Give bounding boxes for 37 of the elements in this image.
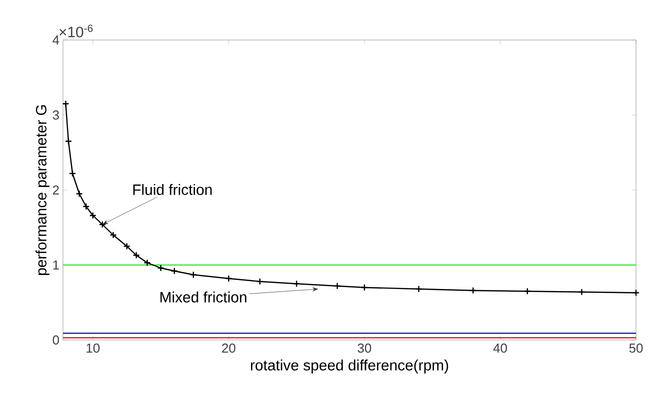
- point: [157, 264, 164, 272]
- point: [292, 280, 300, 288]
- y-tick-label: 0: [52, 335, 59, 345]
- point: [76, 190, 83, 198]
- y-axis-title: performance parameter G: [36, 105, 50, 275]
- point: [89, 212, 96, 220]
- point: [144, 259, 151, 266]
- point: [415, 285, 422, 293]
- point: [578, 288, 586, 296]
- x-tick-label: 20: [222, 344, 236, 353]
- y-tick-label: 4: [52, 36, 60, 44]
- y-tick-label: 1: [53, 260, 59, 270]
- point: [123, 242, 130, 250]
- text: ×10$^{-6}$: [60, 24, 93, 38]
- y-tick-label: 3: [52, 110, 59, 120]
- point: [256, 278, 264, 286]
- y-tick-label: 2: [52, 185, 59, 195]
- point: [225, 274, 232, 282]
- point: [190, 271, 197, 278]
- annotation: Fluid friction: [133, 184, 212, 195]
- annotation: Mixed friction: [160, 292, 246, 302]
- x-tick-label: 30: [358, 344, 372, 353]
- x-tick-label: 10: [86, 344, 100, 353]
- point: [110, 231, 117, 239]
- point: [132, 252, 140, 259]
- point: [334, 282, 341, 290]
- point: [170, 267, 178, 275]
- x-tick-label: 40: [493, 344, 507, 353]
- x-tick-label: 50: [629, 344, 643, 353]
- point: [524, 288, 531, 295]
- point: [469, 286, 477, 294]
- point: [82, 202, 90, 210]
- x-axis-title: rotative speed difference(rpm): [250, 360, 448, 374]
- point: [64, 138, 72, 145]
- point: [68, 170, 76, 178]
- point: [360, 284, 368, 292]
- point: [98, 220, 106, 228]
